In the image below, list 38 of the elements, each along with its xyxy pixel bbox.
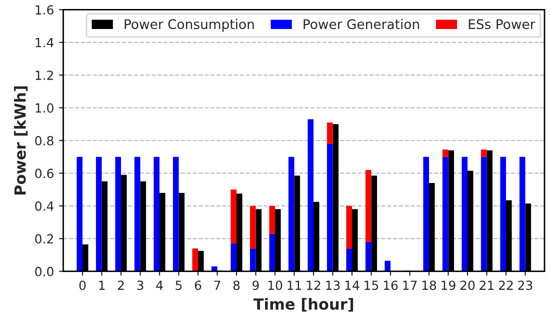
x-tick-label: 4 bbox=[156, 280, 163, 290]
y-tick-label: 0.2 bbox=[35, 234, 53, 244]
x-tick-label: 8 bbox=[233, 280, 240, 290]
x-tick-label: 0 bbox=[79, 280, 86, 290]
x-tick-label: 9 bbox=[252, 280, 259, 290]
y-tick-label: 0.6 bbox=[35, 168, 54, 178]
legend-label: Power Generation bbox=[304, 18, 419, 30]
legend-label: Power Consumption bbox=[124, 18, 254, 32]
x-tick-label: 3 bbox=[137, 280, 144, 290]
legend-label: ESs Power bbox=[468, 19, 536, 30]
x-tick-label: 14 bbox=[345, 280, 360, 290]
x-tick-label: 12 bbox=[306, 280, 320, 290]
x-tick-label: 1 bbox=[99, 280, 105, 290]
x-tick-label: 6 bbox=[194, 280, 202, 290]
x-tick-label: 20 bbox=[460, 280, 475, 290]
x-axis-title: Time [hour] bbox=[253, 298, 354, 312]
y-tick-label: 1.4 bbox=[36, 38, 54, 48]
x-tick-label: 17 bbox=[403, 280, 417, 290]
x-tick-label: 13 bbox=[326, 280, 340, 290]
x-tick-label: 19 bbox=[442, 280, 456, 290]
x-tick-label: 15 bbox=[364, 280, 378, 290]
x-tick-label: 2 bbox=[118, 280, 124, 290]
y-tick-label: 1.0 bbox=[36, 103, 54, 113]
y-tick-label: 0.4 bbox=[35, 201, 54, 211]
x-tick-label: 16 bbox=[384, 280, 398, 290]
y-axis-title: Power [kWh] bbox=[14, 86, 28, 195]
x-tick-label: 11 bbox=[288, 280, 302, 290]
x-tick-label: 7 bbox=[214, 280, 220, 290]
x-tick-label: 5 bbox=[176, 280, 182, 290]
x-tick-label: 18 bbox=[422, 280, 436, 290]
x-tick-label: 22 bbox=[498, 280, 513, 290]
y-tick-label: 1.6 bbox=[36, 5, 54, 15]
x-tick-label: 23 bbox=[518, 280, 532, 290]
x-tick-label: 21 bbox=[480, 280, 494, 290]
y-tick-label: 1.2 bbox=[36, 70, 53, 80]
y-tick-label: 0.8 bbox=[35, 136, 54, 146]
y-tick-label: 0.0 bbox=[35, 266, 54, 276]
x-tick-label: 10 bbox=[268, 280, 282, 290]
